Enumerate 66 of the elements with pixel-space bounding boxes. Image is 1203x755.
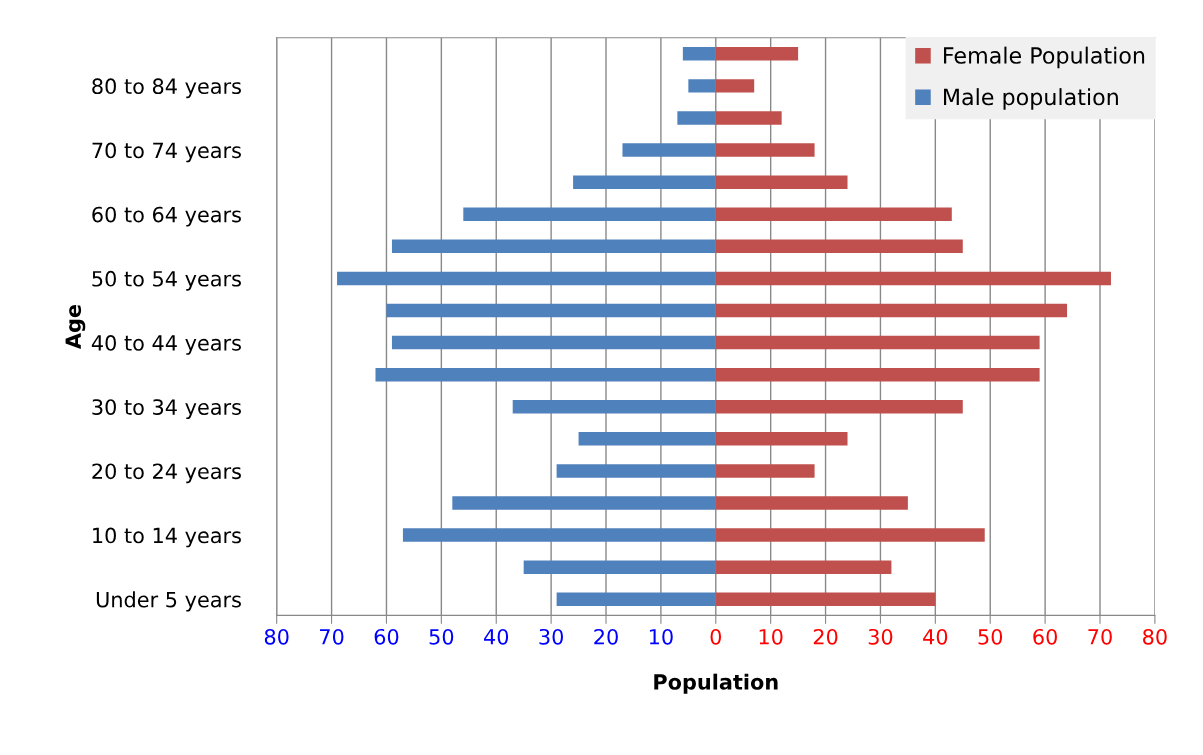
bar <box>402 528 716 542</box>
legend-label: Male population <box>944 88 1118 110</box>
x-tick-label: 30 <box>868 628 893 645</box>
bar <box>578 432 716 446</box>
bar <box>715 592 936 607</box>
y-tick-label: 80 to 84 years <box>92 78 241 99</box>
bar <box>715 528 985 542</box>
bar <box>463 207 716 221</box>
x-tick-label: 80 <box>1143 628 1167 645</box>
bar <box>386 303 716 318</box>
bar <box>715 175 848 189</box>
bar <box>688 79 716 93</box>
x-tick-label: 70 <box>320 628 344 645</box>
bar <box>391 335 716 350</box>
x-axis-title: Population <box>654 673 778 694</box>
legend-label: Female Population <box>944 46 1145 69</box>
x-tick-label: 20 <box>813 628 838 645</box>
x-tick-label: 0 <box>710 628 722 645</box>
y-tick-label: 40 to 44 years <box>91 335 241 355</box>
x-tick-label: 60 <box>374 628 399 645</box>
bar <box>715 464 815 478</box>
bar <box>715 496 908 510</box>
x-tick-label: 60 <box>1033 628 1057 645</box>
x-tick-label: 10 <box>759 628 783 645</box>
bar <box>391 239 716 254</box>
y-tick-label: 30 to 34 years <box>92 399 241 419</box>
bar <box>715 271 1111 286</box>
y-axis-title: Age <box>65 304 86 350</box>
bar <box>715 303 1068 318</box>
bar <box>715 207 952 221</box>
bar <box>573 175 716 189</box>
bar <box>556 592 716 607</box>
bar <box>677 111 716 125</box>
x-tick-label: 20 <box>594 628 618 645</box>
bar <box>715 47 799 61</box>
y-tick-label: 70 to 74 years <box>92 142 241 163</box>
x-tick-label: 40 <box>484 628 509 645</box>
bar <box>715 335 1040 350</box>
bar <box>523 560 716 574</box>
x-tick-label: 50 <box>978 628 1003 645</box>
y-tick-label: Under 5 years <box>96 591 241 612</box>
bar <box>715 400 963 414</box>
bar <box>715 560 892 574</box>
x-tick-label: 40 <box>923 628 948 645</box>
x-tick-label: 70 <box>1088 628 1112 645</box>
bar <box>682 47 716 61</box>
bar <box>715 79 755 93</box>
y-tick-label: 60 to 64 years <box>92 206 241 227</box>
x-tick-label: 30 <box>539 628 563 645</box>
bar <box>715 111 782 125</box>
y-tick-label: 50 to 54 years <box>92 270 241 291</box>
bar <box>715 432 848 446</box>
bar <box>556 464 716 478</box>
bar <box>715 367 1040 382</box>
bar <box>452 496 716 510</box>
bar <box>375 367 716 382</box>
bar <box>337 271 716 286</box>
y-tick-label: 10 to 14 years <box>93 527 241 548</box>
bar <box>715 143 815 157</box>
bar <box>715 239 963 254</box>
x-tick-label: 50 <box>429 628 454 645</box>
x-tick-label: 10 <box>649 628 673 645</box>
x-tick-label: 80 <box>264 628 289 645</box>
bar <box>622 143 716 157</box>
bar <box>512 400 716 414</box>
y-tick-label: 20 to 24 years <box>92 463 241 484</box>
